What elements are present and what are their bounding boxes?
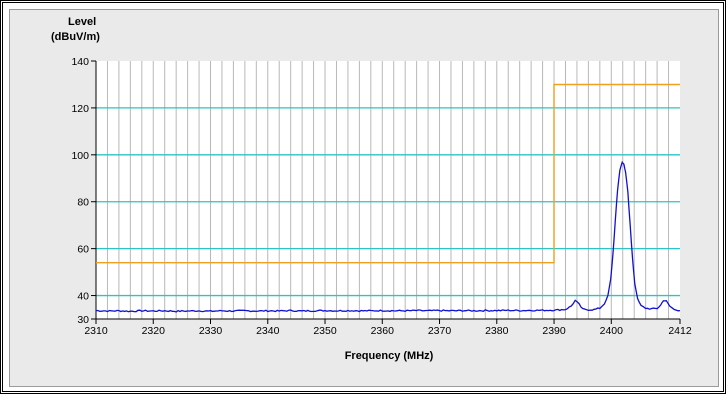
x-tick-label: 2320 bbox=[142, 325, 166, 337]
x-axis-label: Frequency (MHz) bbox=[345, 350, 434, 362]
plot-area bbox=[96, 61, 680, 319]
x-tick-label: 2360 bbox=[371, 325, 395, 337]
y-tick-label: 120 bbox=[71, 103, 89, 115]
x-tick-label: 2400 bbox=[600, 325, 624, 337]
x-tick-label: 2412 bbox=[668, 325, 692, 337]
y-tick-label: 140 bbox=[71, 56, 89, 68]
y-tick-label: 80 bbox=[77, 197, 89, 209]
x-tick-label: 2330 bbox=[199, 325, 223, 337]
y-tick-label: 30 bbox=[77, 314, 89, 326]
y-tick-label: 40 bbox=[77, 291, 89, 303]
x-tick-label: 2390 bbox=[542, 325, 566, 337]
y-axis-label-line1: Level bbox=[68, 16, 96, 28]
x-tick-label: 2350 bbox=[313, 325, 337, 337]
x-tick-label: 2380 bbox=[485, 325, 509, 337]
x-tick-label: 2340 bbox=[256, 325, 280, 337]
x-tick-label: 2370 bbox=[428, 325, 452, 337]
spectrum-chart: Level (dBuV/m) Frequency (MHz) 30 40 60 80 1… bbox=[51, 16, 692, 362]
y-tick-label: 60 bbox=[77, 244, 89, 256]
limit-line bbox=[96, 83, 680, 264]
measurement-trace bbox=[95, 160, 681, 313]
y-tick-label: 100 bbox=[71, 150, 89, 162]
y-axis-label-line2: (dBuV/m) bbox=[51, 31, 100, 43]
x-tick-label: 2310 bbox=[84, 325, 108, 337]
